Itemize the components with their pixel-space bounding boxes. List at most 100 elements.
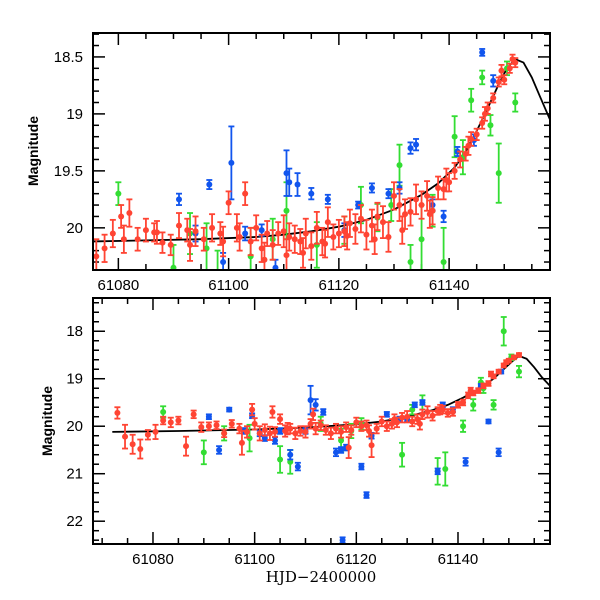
bottom-panel: 61080 61100 61120 61140 18 19 20 21 22 Magnitud… <box>39 297 551 586</box>
marker <box>465 142 472 149</box>
marker <box>307 420 314 427</box>
data-point-blue <box>440 209 447 224</box>
marker <box>470 401 477 408</box>
top-panel-x-tick-labels: 61080 61100 61120 61140 <box>97 277 469 294</box>
data-point-blue <box>434 467 441 476</box>
data-point-red <box>465 135 472 156</box>
marker <box>343 424 350 431</box>
marker <box>269 241 276 248</box>
marker <box>391 416 398 423</box>
marker <box>424 192 431 199</box>
data-point-red <box>344 221 351 251</box>
marker <box>388 202 395 209</box>
data-point-blue <box>294 172 301 197</box>
data-point-blue <box>320 408 327 416</box>
data-point-red <box>460 398 467 407</box>
marker <box>175 417 182 424</box>
data-point-red <box>292 426 299 440</box>
marker <box>101 245 108 252</box>
data-point-blue <box>407 141 414 155</box>
data-point-red <box>247 226 254 257</box>
marker <box>512 99 519 106</box>
marker <box>190 411 197 418</box>
data-point-red <box>192 215 199 247</box>
marker <box>160 408 167 415</box>
bottom-panel-frame <box>92 297 551 545</box>
data-point-red <box>302 425 309 439</box>
data-point-red <box>160 415 167 426</box>
y-tick-label: 20 <box>66 418 83 435</box>
marker <box>126 210 133 217</box>
data-point-red <box>244 425 251 439</box>
data-point-red <box>183 435 190 457</box>
marker <box>152 428 159 435</box>
data-point-red <box>114 406 121 420</box>
marker <box>312 425 319 432</box>
marker <box>261 427 268 434</box>
data-point-red <box>454 401 461 409</box>
marker <box>449 408 456 415</box>
data-point-red <box>118 204 125 229</box>
marker <box>426 211 433 218</box>
data-point-blue <box>485 418 492 425</box>
marker <box>480 382 487 389</box>
marker <box>175 222 182 229</box>
data-point-red <box>261 423 268 437</box>
marker <box>120 236 127 243</box>
marker <box>418 202 425 209</box>
data-point-red <box>379 205 386 239</box>
marker <box>284 425 291 432</box>
marker <box>192 228 199 235</box>
data-point-red <box>187 228 194 262</box>
marker <box>175 196 182 203</box>
data-point-red <box>327 426 334 440</box>
marker <box>416 420 423 427</box>
y-tick-label: 19 <box>66 371 83 388</box>
marker <box>300 249 307 256</box>
marker <box>339 537 346 544</box>
marker <box>283 252 290 259</box>
marker <box>345 444 352 451</box>
marker <box>407 145 414 152</box>
marker <box>411 401 418 408</box>
marker <box>363 231 370 238</box>
data-point-red <box>358 420 365 432</box>
marker <box>399 227 406 234</box>
data-point-red <box>137 438 144 460</box>
data-point-red <box>153 220 160 245</box>
data-point-red <box>373 422 380 435</box>
marker <box>271 437 278 444</box>
data-point-green <box>442 451 449 487</box>
data-point-red <box>310 407 317 421</box>
x-tick-label: 61080 <box>132 551 174 568</box>
marker <box>109 230 116 237</box>
plot-frame <box>92 32 551 271</box>
marker <box>454 401 461 408</box>
data-point-red <box>515 351 522 358</box>
data-point-red <box>449 407 456 417</box>
data-point-red <box>291 224 298 254</box>
marker <box>153 229 160 236</box>
data-point-red <box>444 408 451 418</box>
data-point-red <box>435 175 442 201</box>
top-panel-model-curve-layer <box>93 58 550 243</box>
marker <box>134 236 141 243</box>
data-point-red <box>225 190 232 216</box>
marker <box>468 97 475 104</box>
data-point-red <box>129 433 136 455</box>
data-point-red <box>205 421 212 431</box>
data-point-green <box>495 142 502 204</box>
top-panel-y-axis-title: Magnitude <box>25 116 41 186</box>
data-point-red <box>429 410 436 422</box>
data-point-red <box>424 405 431 419</box>
data-point-red <box>277 413 284 425</box>
data-point-red <box>399 215 406 245</box>
data-point-blue <box>363 491 370 499</box>
marker <box>307 397 314 404</box>
y-tick-label: 21 <box>66 466 83 483</box>
marker <box>396 162 403 169</box>
bottom-panel-y-axis-title: Magnitude <box>39 386 55 456</box>
bottom-panel-ticks <box>93 298 550 544</box>
marker <box>228 420 235 427</box>
marker <box>327 430 334 437</box>
